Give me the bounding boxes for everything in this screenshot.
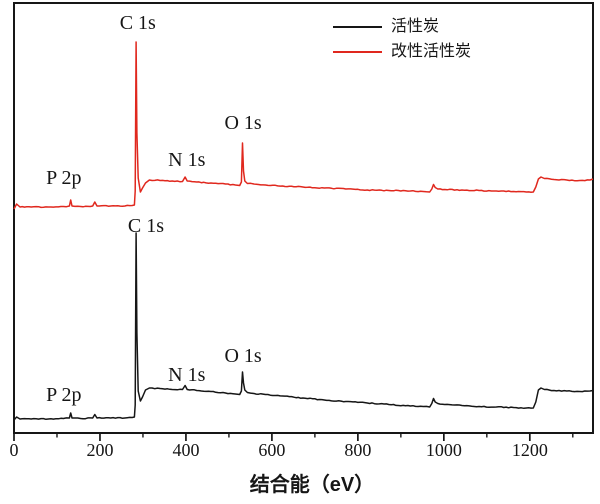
legend-item-activated-carbon: 活性炭 (333, 14, 471, 39)
legend-label-activated-carbon: 活性炭 (391, 17, 440, 35)
legend-label-modified-activated-carbon: 改性活性炭 (391, 42, 472, 60)
legend-line-sample-black (333, 25, 382, 28)
x-axis-title: 结合能（eV） (249, 474, 375, 496)
spectrum-curve-modified-activated-carbon (13, 41, 594, 210)
legend: 活性炭 改性活性炭 (333, 14, 471, 64)
legend-item-modified-activated-carbon: 改性活性炭 (333, 39, 471, 64)
legend-line-sample-red (333, 50, 382, 53)
plot-frame (13, 2, 594, 434)
spectrum-curve-activated-carbon (13, 232, 594, 421)
